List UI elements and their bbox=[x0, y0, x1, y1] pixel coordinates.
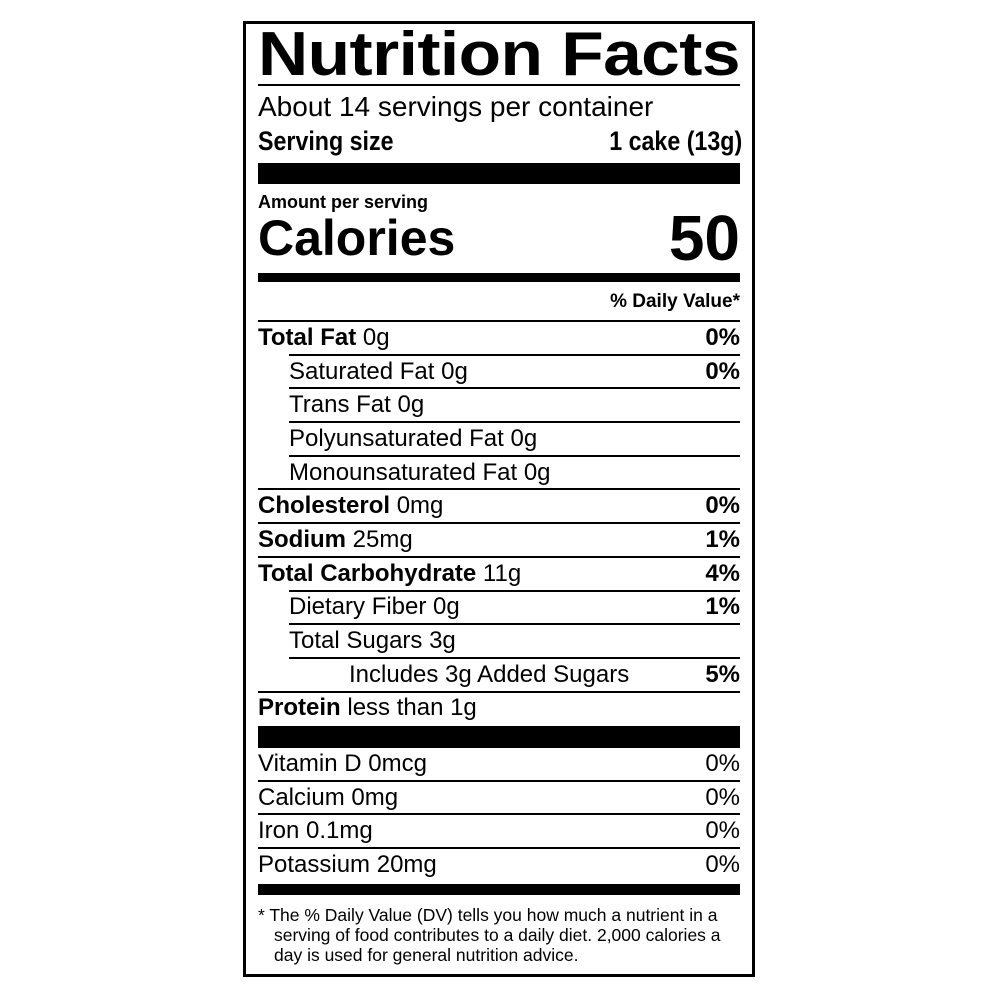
nutrient-name: Polyunsaturated Fat bbox=[289, 424, 504, 452]
nutrient-row: Total Carbohydrate 11g 4% bbox=[258, 555, 740, 590]
nutrient-daily-value: 0% bbox=[705, 323, 740, 351]
nutrient-list: Total Fat 0g 0% Saturated Fat 0g 0% Trans Fa… bbox=[258, 320, 740, 724]
serving-size-label: Serving size bbox=[258, 126, 394, 156]
servings-per-container: About 14 servings per container bbox=[258, 91, 654, 122]
vitamin-name-cell: Vitamin D 0mcg bbox=[258, 749, 427, 779]
nutrient-row: Sodium 25mg 1% bbox=[258, 522, 740, 556]
nutrient-daily-value: 0% bbox=[705, 492, 740, 520]
thick-divider bbox=[258, 163, 740, 184]
nutrient-name: Total Fat bbox=[258, 323, 357, 351]
nutrient-name: Monounsaturated Fat bbox=[289, 458, 518, 486]
nutrient-daily-value: 1% bbox=[705, 593, 740, 621]
nutrient-name: Saturated Fat bbox=[289, 357, 435, 385]
vitamin-row: Iron 0.1mg 0% bbox=[258, 813, 740, 847]
vitamin-name: Calcium bbox=[258, 783, 345, 811]
nutrient-name-cell: Total Fat 0g bbox=[258, 323, 390, 353]
nutrient-name: Sodium bbox=[258, 525, 346, 553]
medium-divider bbox=[258, 884, 740, 895]
serving-size-value: 1 cake (13g) bbox=[609, 126, 743, 156]
nutrient-name-cell: Monounsaturated Fat 0g bbox=[289, 458, 551, 488]
nutrient-row: Total Fat 0g 0% bbox=[258, 320, 740, 354]
vitamin-amount: 0mg bbox=[351, 783, 399, 811]
vitamin-amount: 20mg bbox=[376, 850, 437, 878]
nutrient-amount: 0g bbox=[433, 593, 460, 621]
nutrient-name: Protein bbox=[258, 694, 341, 722]
nutrient-name-cell: Polyunsaturated Fat 0g bbox=[289, 424, 537, 454]
vitamin-row: Calcium 0mg 0% bbox=[258, 779, 740, 814]
calories-label: Calories bbox=[258, 210, 456, 266]
medium-divider bbox=[258, 273, 740, 282]
nutrient-name-cell: Cholesterol 0mg bbox=[258, 491, 443, 521]
nutrient-amount: 0g bbox=[441, 357, 468, 385]
nutrient-row: Saturated Fat 0g 0% bbox=[289, 353, 740, 388]
vitamin-amount: 0mcg bbox=[368, 749, 427, 777]
vitamin-daily-value: 0% bbox=[705, 850, 740, 878]
vitamin-name: Potassium bbox=[258, 850, 371, 878]
nutrient-row: Includes 3g Added Sugars 5% bbox=[289, 656, 740, 691]
nutrient-row: Trans Fat 0g bbox=[289, 387, 740, 421]
nutrient-row: Polyunsaturated Fat 0g bbox=[289, 421, 740, 455]
nutrient-row: Protein less than 1g bbox=[258, 690, 740, 725]
nutrient-name-cell: Protein less than 1g bbox=[258, 693, 477, 723]
vitamin-daily-value: 0% bbox=[705, 783, 740, 811]
nutrient-name: Dietary Fiber bbox=[289, 593, 427, 621]
footnote: * The % Daily Value (DV) tells you how m… bbox=[258, 905, 721, 965]
nutrient-row: Dietary Fiber 0g 1% bbox=[289, 589, 740, 624]
nutrient-name-cell: Includes 3g Added Sugars bbox=[289, 660, 629, 690]
nutrient-amount: 0g bbox=[362, 323, 390, 351]
nutrient-row: Monounsaturated Fat 0g bbox=[289, 454, 740, 489]
nutrient-amount: 0g bbox=[523, 458, 551, 486]
divider bbox=[258, 84, 740, 86]
vitamin-name: Iron bbox=[258, 817, 300, 845]
nutrient-name-cell: Dietary Fiber 0g bbox=[289, 592, 460, 622]
nutrient-name: Cholesterol bbox=[258, 492, 391, 520]
nutrient-amount: 3g bbox=[429, 627, 456, 655]
vitamin-daily-value: 0% bbox=[705, 749, 740, 777]
thick-divider bbox=[258, 726, 740, 748]
calories-value: 50 bbox=[668, 202, 740, 274]
nutrient-name: Includes 3g Added Sugars bbox=[349, 660, 630, 688]
vitamin-list: Vitamin D 0mcg 0% Calcium 0mg 0% Iron 0.1mg 0… bbox=[258, 748, 740, 881]
nutrient-daily-value: 1% bbox=[705, 525, 740, 553]
daily-value-header: % Daily Value* bbox=[610, 291, 740, 312]
nutrient-amount: 11g bbox=[482, 559, 522, 587]
label-title: Nutrition Facts bbox=[258, 20, 741, 89]
nutrition-facts-label: Nutrition Facts About 14 servings per co… bbox=[243, 21, 755, 977]
nutrient-daily-value: 4% bbox=[705, 559, 740, 587]
nutrient-row: Total Sugars 3g bbox=[289, 623, 740, 657]
nutrient-amount: 0g bbox=[397, 391, 425, 419]
vitamin-name-cell: Potassium 20mg bbox=[258, 850, 437, 880]
nutrient-row: Cholesterol 0mg 0% bbox=[258, 488, 740, 522]
nutrient-name: Total Carbohydrate bbox=[258, 559, 477, 587]
nutrient-name: Trans Fat bbox=[289, 391, 391, 419]
vitamin-daily-value: 0% bbox=[705, 817, 740, 845]
serving-size: Serving size 1 cake (13g) bbox=[258, 124, 742, 158]
nutrient-daily-value: 0% bbox=[705, 357, 740, 385]
nutrient-amount: 0mg bbox=[396, 492, 444, 520]
vitamin-name-cell: Iron 0.1mg bbox=[258, 816, 373, 846]
vitamin-row: Vitamin D 0mcg 0% bbox=[258, 748, 740, 780]
vitamin-amount: 0.1mg bbox=[306, 817, 373, 845]
nutrient-amount: 25mg bbox=[352, 525, 413, 553]
calories-row: Calories 50 bbox=[258, 202, 740, 274]
nutrient-amount: 0g bbox=[510, 424, 538, 452]
vitamin-name-cell: Calcium 0mg bbox=[258, 783, 398, 813]
amount-per-serving: Amount per serving bbox=[258, 192, 429, 212]
nutrient-name-cell: Trans Fat 0g bbox=[289, 390, 424, 420]
nutrient-name-cell: Saturated Fat 0g bbox=[289, 357, 468, 387]
vitamin-name: Vitamin D bbox=[258, 749, 362, 777]
nutrient-name-cell: Total Carbohydrate 11g bbox=[258, 559, 521, 589]
nutrient-daily-value: 5% bbox=[705, 660, 740, 688]
nutrient-name-cell: Total Sugars 3g bbox=[289, 626, 456, 656]
nutrient-name: Total Sugars bbox=[289, 627, 423, 655]
vitamin-row: Potassium 20mg 0% bbox=[258, 847, 740, 881]
nutrient-name-cell: Sodium 25mg bbox=[258, 525, 413, 555]
nutrient-amount: less than 1g bbox=[347, 694, 477, 722]
